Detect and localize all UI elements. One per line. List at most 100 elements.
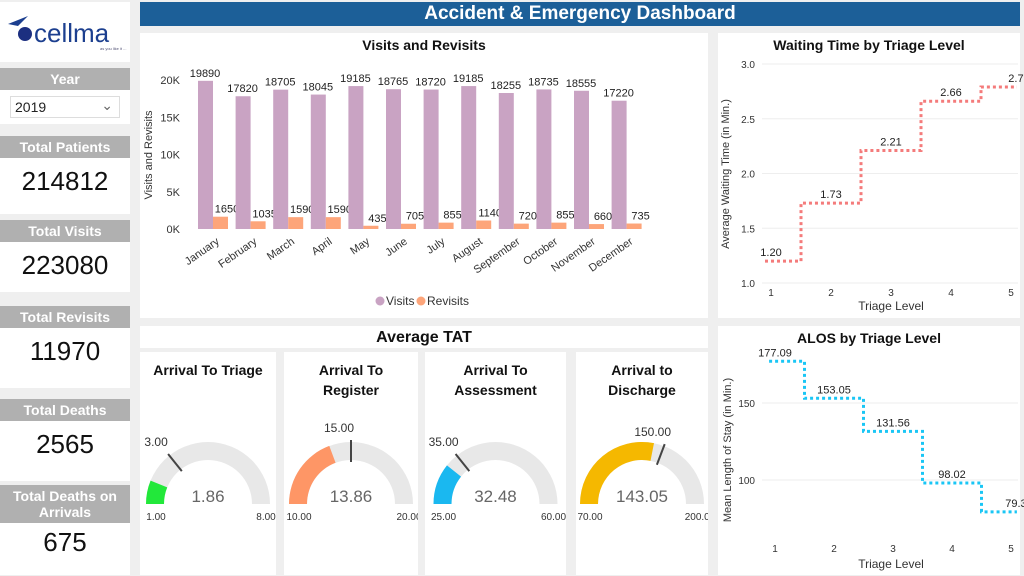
kpi-card: Total Revisits 11970 xyxy=(0,306,130,388)
chevron-down-icon: ⌄ xyxy=(101,97,113,113)
kpi-card: Total Visits 223080 xyxy=(0,220,130,292)
visits-bar xyxy=(235,96,251,229)
data-label: 660 xyxy=(594,211,612,223)
data-label: 19890 xyxy=(190,68,221,80)
gauge-target-marker xyxy=(167,453,183,472)
alos-panel: ALOS by Triage Level xyxy=(718,326,1020,575)
data-label: 1140 xyxy=(478,208,502,220)
average-tat-header: Average TAT xyxy=(140,326,708,348)
kpi-value: 675 xyxy=(43,527,87,557)
kpi-value: 11970 xyxy=(29,336,101,366)
gauge-max: 60.00 xyxy=(541,512,566,523)
data-label: 1650 xyxy=(215,204,239,216)
gauge-title: Arrival To Assessment xyxy=(454,362,537,398)
kpi-label: Total Revisits xyxy=(0,306,130,328)
data-label: 18705 xyxy=(265,77,296,89)
gauge-panel: Arrival To Triage 1.86 1.00 8.00 3.00 xyxy=(140,352,276,575)
gauge-fill xyxy=(146,480,168,504)
legend-revisits-marker xyxy=(416,296,426,306)
kpi-label: Total Patients xyxy=(0,136,130,158)
gauge-max: 200.00 xyxy=(685,512,708,523)
kpi-value: 223080 xyxy=(21,250,109,280)
cellma-logo: cellma as you like it ... xyxy=(8,16,126,51)
gauge-title: Arrival To Register xyxy=(318,362,384,398)
gauge-target: 35.00 xyxy=(429,435,459,449)
data-label: 18720 xyxy=(415,77,446,89)
visits-bar xyxy=(348,86,364,229)
y-tick-label: 0K xyxy=(167,224,181,236)
gauge-panel: Arrival to Discharge 143.05 70.00 200.00 150… xyxy=(576,352,708,575)
revisits-bar xyxy=(476,220,492,229)
gauge-target: 15.00 xyxy=(324,421,354,435)
visits-bar xyxy=(574,90,589,229)
data-label: 1590 xyxy=(290,204,314,216)
revisits-bar xyxy=(589,224,604,229)
y-tick-label: 15K xyxy=(160,112,180,124)
data-label: 19185 xyxy=(453,73,484,85)
visits-bar xyxy=(498,93,514,230)
kpi-card: Total Patients 214812 xyxy=(0,136,130,214)
y-tick-label: 20K xyxy=(160,75,180,87)
legend-visits-marker xyxy=(375,296,385,306)
year-label: Year xyxy=(0,68,130,90)
gauge-fill xyxy=(580,442,654,504)
kpi-card: Total Deaths on Arrivals 675 xyxy=(0,485,130,575)
revisits-bar xyxy=(513,223,529,229)
gauge-fill xyxy=(433,465,462,504)
gauge-value: 13.86 xyxy=(330,487,373,506)
kpi-label: Total Deaths on Arrivals xyxy=(0,485,130,523)
x-tick-label: January xyxy=(183,235,222,268)
gauge: 143.05 70.00 200.00 150.00 xyxy=(577,425,708,523)
gauge-value: 32.48 xyxy=(474,487,517,506)
x-tick-label: April xyxy=(310,236,335,258)
gauge-max: 8.00 xyxy=(256,512,276,523)
gauge-value: 143.05 xyxy=(616,487,668,506)
x-tick-label: June xyxy=(383,236,409,260)
x-tick-label: May xyxy=(348,235,372,257)
data-label: 855 xyxy=(443,210,461,222)
revisits-bar xyxy=(401,223,416,229)
data-label: 735 xyxy=(631,211,649,223)
revisits-bar xyxy=(325,217,341,229)
gauge-title: Arrival To Triage xyxy=(153,362,263,378)
revisits-bar xyxy=(551,222,567,229)
legend-revisits: Revisits xyxy=(427,294,469,308)
gauge: 1.86 1.00 8.00 3.00 xyxy=(144,435,276,523)
gauge-target: 150.00 xyxy=(634,425,671,439)
visits-bar xyxy=(273,89,289,229)
gauge-max: 20.00 xyxy=(396,512,418,523)
year-dropdown[interactable]: 2019 ⌄ xyxy=(10,96,120,118)
gauge-panel: Arrival To Register 13.86 10.00 20.00 15.00 xyxy=(284,352,418,575)
data-label: 855 xyxy=(556,210,574,222)
data-label: 17220 xyxy=(603,88,634,100)
tat-title: Average TAT xyxy=(376,329,472,346)
gauge-target-marker xyxy=(454,453,471,472)
data-label: 18255 xyxy=(491,80,522,92)
gauge-value: 1.86 xyxy=(191,487,224,506)
year-value: 2019 xyxy=(15,99,47,115)
revisits-bar xyxy=(288,217,304,229)
gauge-target-marker xyxy=(655,443,666,466)
gauge-min: 25.00 xyxy=(431,512,456,523)
x-tick-label: February xyxy=(216,235,259,270)
kpi-value: 214812 xyxy=(21,166,109,196)
chart-title: Visits and Revisits xyxy=(362,37,486,53)
gauge-fill xyxy=(289,445,336,504)
revisits-bar xyxy=(250,221,266,229)
visits-bar xyxy=(536,89,552,229)
visits-bar xyxy=(461,86,477,229)
chart-title: ALOS by Triage Level xyxy=(797,330,941,346)
x-tick-label: March xyxy=(265,236,297,263)
gauge-target: 3.00 xyxy=(144,435,168,449)
data-label: 18765 xyxy=(378,76,409,88)
y-tick-label: 5K xyxy=(167,187,181,199)
data-label: 18555 xyxy=(566,78,597,90)
chart-title: Waiting Time by Triage Level xyxy=(773,37,965,53)
dashboard-title: Accident & Emergency Dashboard xyxy=(140,2,1020,26)
data-label: 18735 xyxy=(528,76,559,88)
y-tick-label: 10K xyxy=(160,150,180,162)
svg-text:cellma: cellma xyxy=(34,18,110,48)
gauge-track xyxy=(433,442,558,504)
data-label: 19185 xyxy=(340,73,371,85)
